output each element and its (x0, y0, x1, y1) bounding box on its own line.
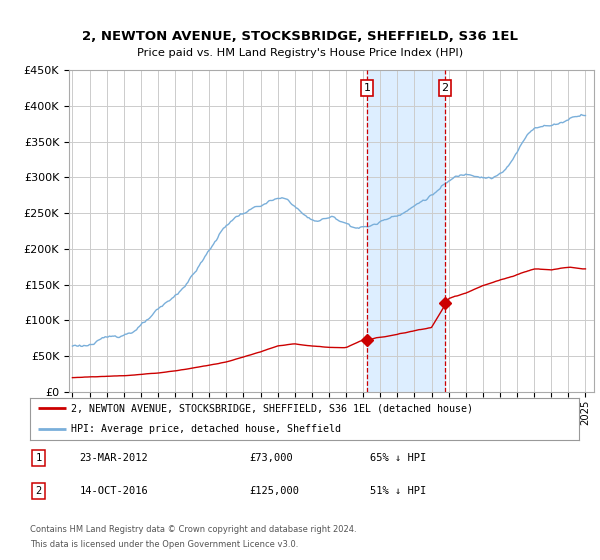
Text: 1: 1 (364, 83, 370, 93)
Text: 2, NEWTON AVENUE, STOCKSBRIDGE, SHEFFIELD, S36 1EL (detached house): 2, NEWTON AVENUE, STOCKSBRIDGE, SHEFFIEL… (71, 403, 473, 413)
Text: £125,000: £125,000 (250, 486, 299, 496)
Text: 2: 2 (35, 486, 42, 496)
Text: 51% ↓ HPI: 51% ↓ HPI (370, 486, 427, 496)
Bar (367, 70, 445, 392)
Text: 65% ↓ HPI: 65% ↓ HPI (370, 453, 427, 463)
Text: Contains HM Land Registry data © Crown copyright and database right 2024.: Contains HM Land Registry data © Crown c… (30, 525, 356, 534)
Text: 14-OCT-2016: 14-OCT-2016 (79, 486, 148, 496)
Text: £73,000: £73,000 (250, 453, 293, 463)
Text: Price paid vs. HM Land Registry's House Price Index (HPI): Price paid vs. HM Land Registry's House … (137, 48, 463, 58)
Text: 1: 1 (35, 453, 42, 463)
Text: 2, NEWTON AVENUE, STOCKSBRIDGE, SHEFFIELD, S36 1EL: 2, NEWTON AVENUE, STOCKSBRIDGE, SHEFFIEL… (82, 30, 518, 43)
Text: HPI: Average price, detached house, Sheffield: HPI: Average price, detached house, Shef… (71, 424, 341, 434)
Text: 23-MAR-2012: 23-MAR-2012 (79, 453, 148, 463)
Text: 2: 2 (442, 83, 449, 93)
Text: This data is licensed under the Open Government Licence v3.0.: This data is licensed under the Open Gov… (30, 540, 298, 549)
